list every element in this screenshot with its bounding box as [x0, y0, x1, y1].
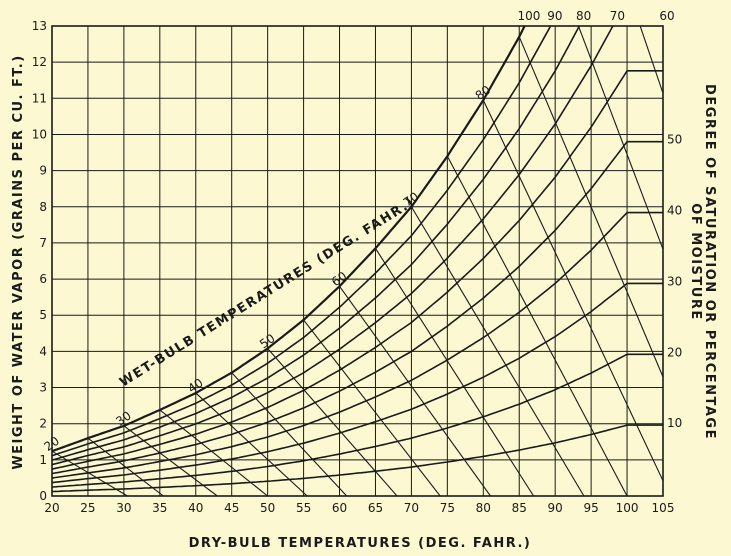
humidity-curve-90	[52, 26, 552, 457]
x-tick-label-75: 75	[440, 501, 455, 515]
x-tick-label-50: 50	[260, 501, 275, 515]
y-tick-label-4: 4	[39, 344, 47, 358]
y-tick-label-2: 2	[39, 417, 47, 431]
wet-bulb-label-30: 30	[113, 408, 134, 428]
wet-bulb-line-60	[339, 285, 491, 496]
wet-bulb-label-40: 40	[185, 376, 206, 396]
wet-bulb-line-30	[123, 425, 218, 496]
x-tick-label-100: 100	[616, 501, 639, 515]
humidity-curve-80	[52, 26, 581, 461]
wet-bulb-line-65	[375, 248, 535, 496]
y-tick-label-1: 1	[39, 453, 47, 467]
wet-bulb-line-85	[518, 36, 663, 379]
wet-bulb-line-45	[231, 372, 348, 496]
y-tick-label-6: 6	[39, 272, 47, 286]
x-tick-label-55: 55	[296, 501, 311, 515]
humidity-right-label-30: 30	[667, 274, 682, 288]
humidity-top-label-60: 60	[659, 9, 674, 23]
y-tick-label-8: 8	[39, 200, 47, 214]
x-tick-label-80: 80	[476, 501, 491, 515]
wet-bulb-line-25	[87, 437, 164, 496]
y-tick-label-9: 9	[39, 164, 47, 178]
plot-border	[51, 25, 664, 497]
y-tick-label-0: 0	[39, 489, 47, 503]
plot-frame	[51, 25, 664, 497]
x-tick-label-45: 45	[224, 501, 239, 515]
x-tick-label-70: 70	[404, 501, 419, 515]
wet-bulb-line-70	[410, 206, 585, 496]
humidity-right-label-10: 10	[667, 416, 682, 430]
x-tick-label-85: 85	[512, 501, 527, 515]
humidity-right-label-20: 20	[667, 345, 682, 359]
wet-bulb-line-55	[303, 319, 441, 496]
wet-bulb-label-60: 60	[329, 269, 350, 289]
wet-bulb-line-35	[159, 409, 268, 496]
wet-bulb-line-40	[195, 392, 308, 496]
humidity-curve-50	[52, 140, 663, 475]
wet-bulb-label-80: 80	[473, 83, 494, 103]
x-tick-label-65: 65	[368, 501, 383, 515]
tick-labels: 20 25 30 35 40 45 50 55 60 65 70 75 80 85 90 95 100 10501…	[32, 19, 675, 515]
y-tick-label-3: 3	[39, 381, 47, 395]
humidity-curve-30	[52, 282, 663, 484]
humidity-curve-10	[52, 424, 663, 493]
y-tick-label-5: 5	[39, 308, 47, 322]
humidity-top-label-70: 70	[610, 9, 625, 23]
x-tick-label-105: 105	[652, 501, 675, 515]
humidity-curve-70	[52, 26, 614, 466]
x-tick-label-90: 90	[548, 501, 563, 515]
y-tick-label-10: 10	[32, 127, 47, 141]
wet-bulb-line-50	[267, 348, 398, 496]
y-tick-label-13: 13	[32, 19, 47, 33]
wet-bulb-label-50: 50	[257, 331, 278, 351]
x-tick-label-40: 40	[188, 501, 203, 515]
x-axis-title: DRY-BULB TEMPERATURES (DEG. FAHR.)	[189, 536, 532, 551]
humidity-top-label-100: 100	[518, 9, 541, 23]
humidity-top-label-90: 90	[547, 9, 562, 23]
y-tick-label-7: 7	[39, 236, 47, 250]
wet-bulb-line-20	[52, 450, 128, 496]
humidity-top-label-80: 80	[576, 9, 591, 23]
x-tick-label-20: 20	[44, 501, 59, 515]
x-tick-label-35: 35	[152, 501, 167, 515]
x-tick-label-30: 30	[116, 501, 131, 515]
humidity-curve-60	[52, 70, 663, 470]
x-tick-label-25: 25	[80, 501, 95, 515]
x-tick-label-60: 60	[332, 501, 347, 515]
y-tick-label-11: 11	[32, 91, 47, 105]
wet-bulb-line-90	[577, 26, 663, 251]
wet-bulb-label-20: 20	[41, 434, 62, 454]
saturation-curve	[52, 26, 526, 453]
humidity-curve-40	[52, 211, 663, 479]
chart-curves	[52, 26, 663, 496]
wet-bulb-line-75	[446, 155, 628, 496]
humidity-right-label-40: 40	[667, 204, 682, 218]
wet-bulb-line-80	[482, 99, 663, 483]
y2-axis-title-line1: DEGREE OF SATURATION OR PERCENTAGE	[702, 84, 717, 440]
y-axis-title: WEIGHT OF WATER VAPOR (GRAINS PER CU. FT…	[11, 54, 26, 469]
chart-grid	[51, 25, 664, 497]
x-tick-label-95: 95	[583, 501, 598, 515]
humidity-right-label-50: 50	[667, 133, 682, 147]
y2-axis-title-line2: OF MOISTURE	[688, 203, 703, 320]
y-tick-label-12: 12	[32, 55, 47, 69]
